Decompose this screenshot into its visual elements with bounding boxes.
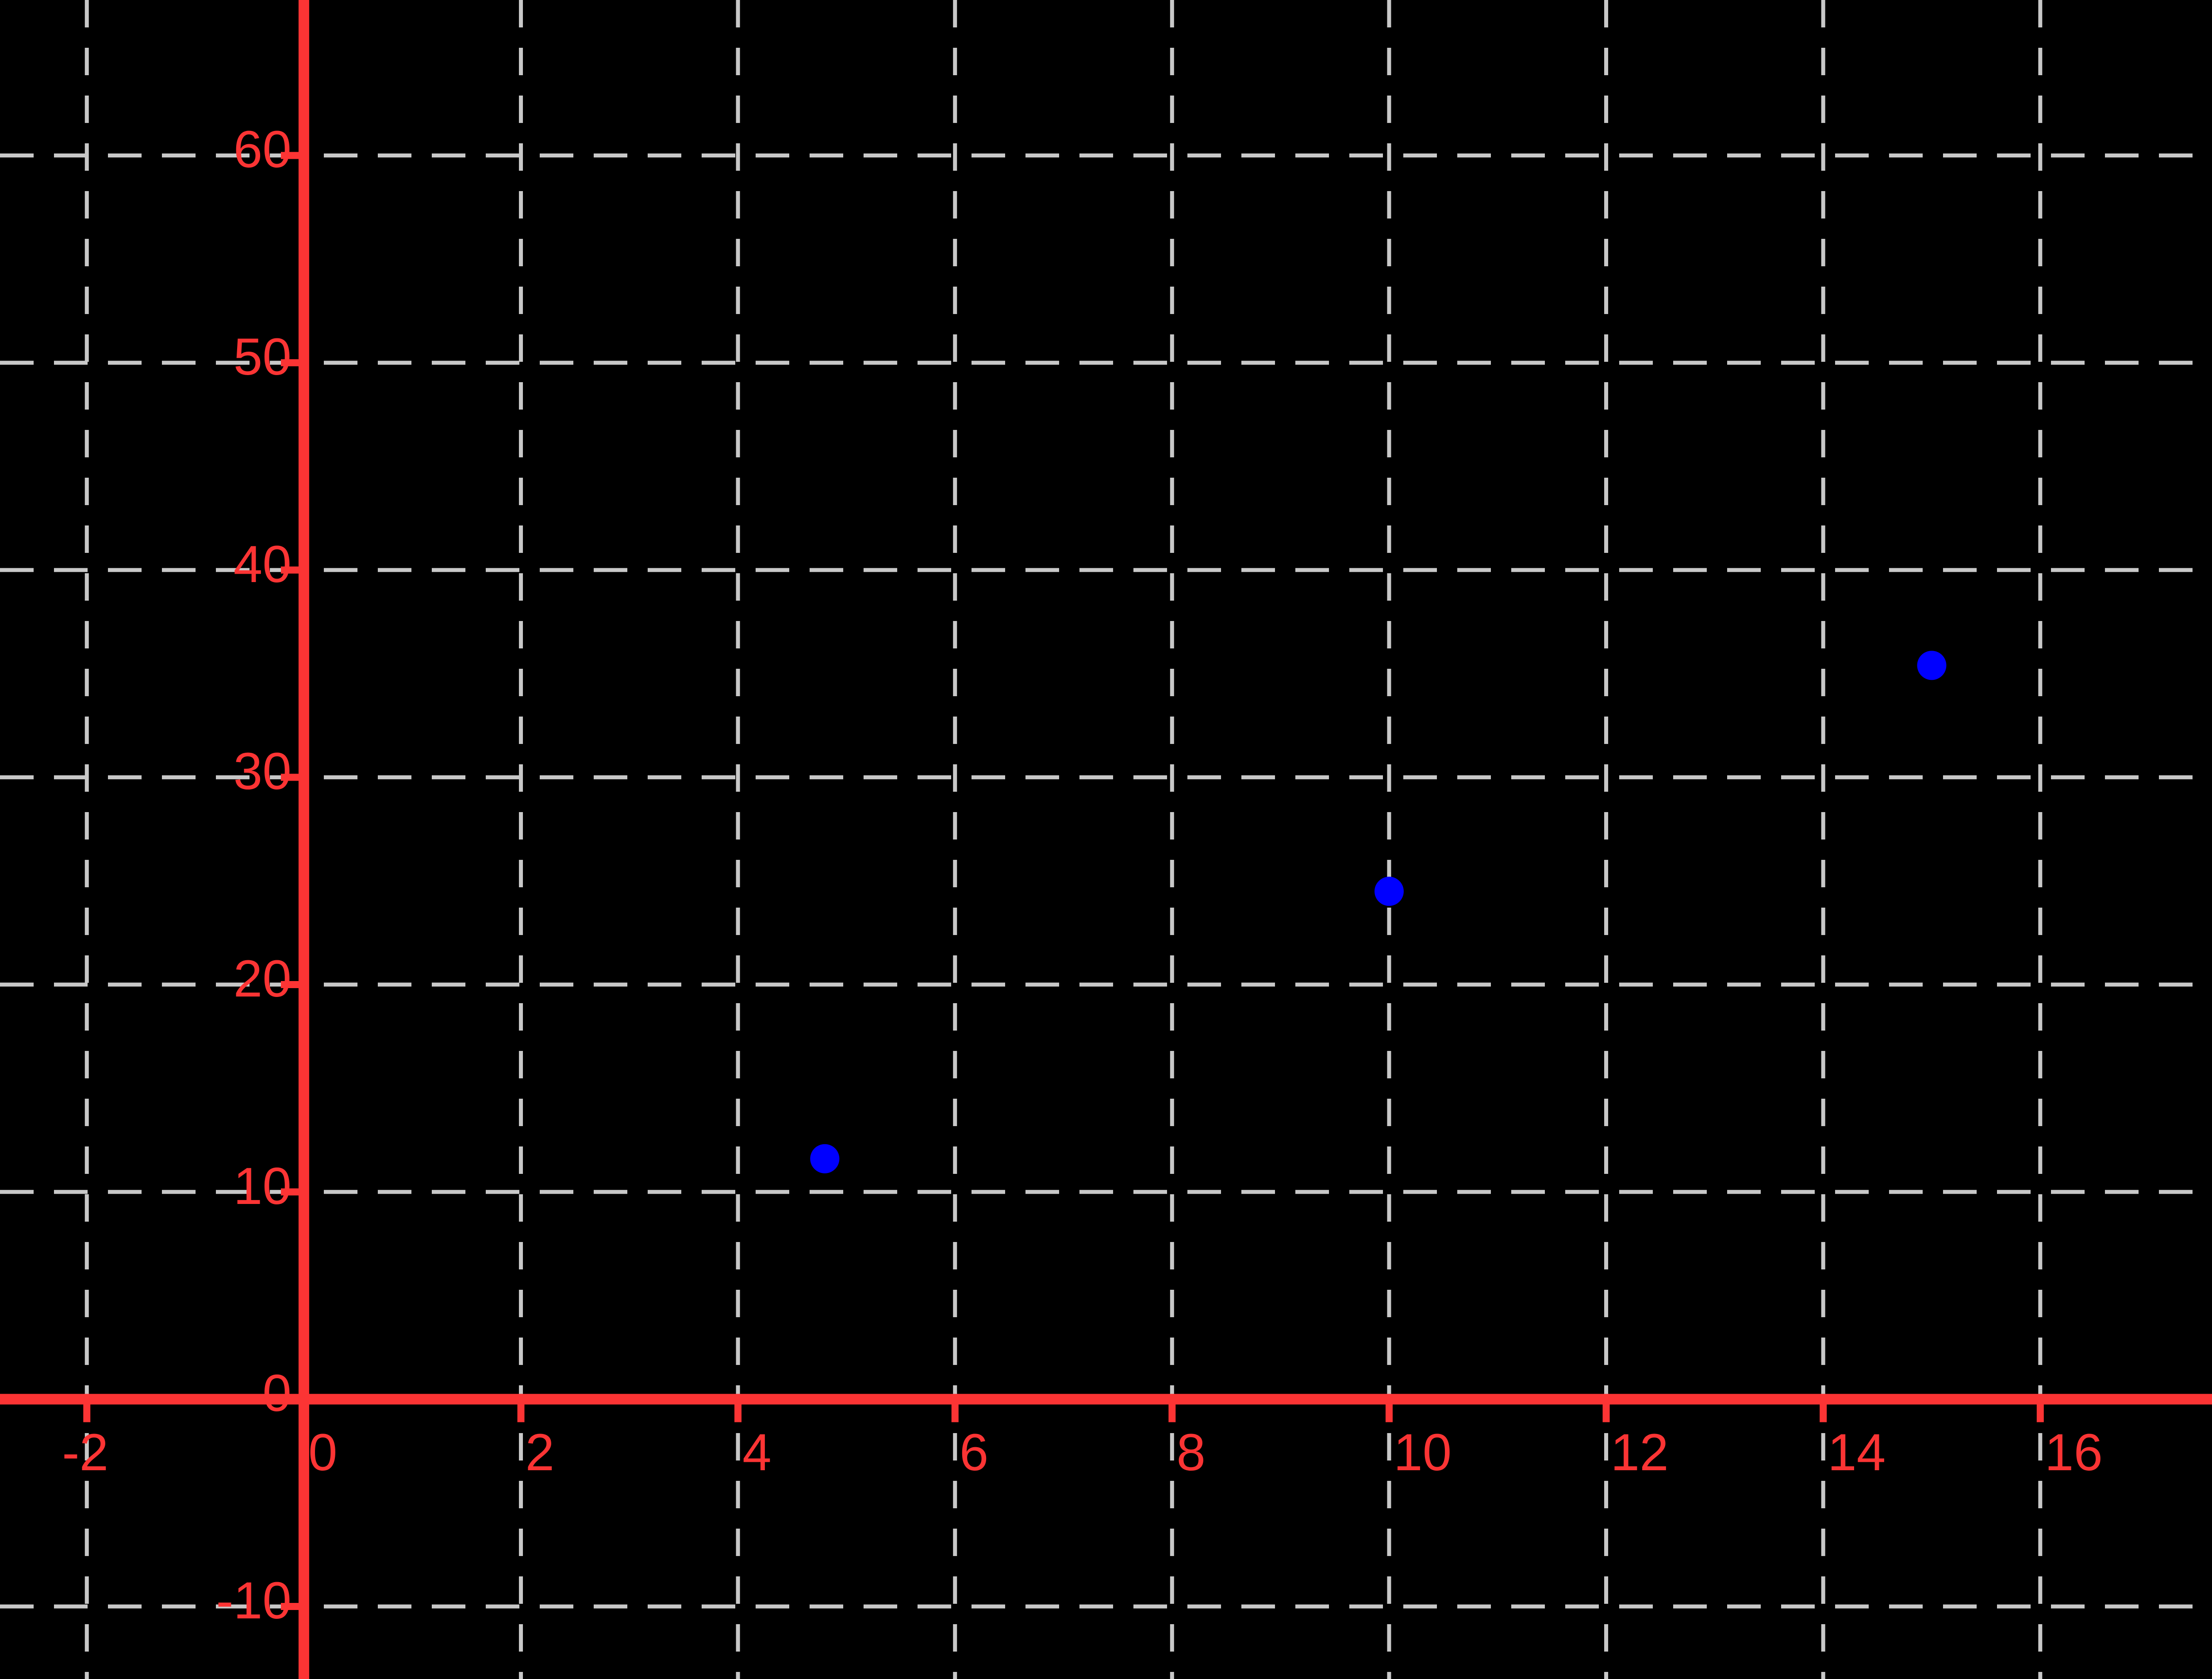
y-tick-label: -10 — [216, 1571, 292, 1630]
x-tick-label: 14 — [1828, 1423, 1886, 1482]
x-tick-label: 12 — [1610, 1423, 1669, 1482]
axis-ticks — [83, 152, 2044, 1610]
y-tick-label: 50 — [233, 328, 292, 387]
x-tick-label: 16 — [2044, 1423, 2103, 1482]
y-tick-label: 20 — [233, 950, 292, 1008]
horizontal-gridlines — [0, 153, 2212, 1609]
x-tick-label: 6 — [959, 1423, 989, 1482]
x-tick-label: 10 — [1393, 1423, 1452, 1482]
y-tick-label: 40 — [233, 535, 292, 594]
x-tick-label: -2 — [62, 1423, 109, 1482]
x-tick-label: 4 — [742, 1423, 772, 1482]
data-point — [810, 1144, 840, 1173]
vertical-gridlines — [84, 0, 2043, 1679]
data-point-series — [810, 651, 1947, 1173]
x-tick-label: 8 — [1176, 1423, 1206, 1482]
y-tick-label: 0 — [262, 1364, 292, 1423]
data-point — [1374, 877, 1404, 906]
data-point — [1917, 651, 1947, 680]
y-tick-label: 10 — [233, 1157, 292, 1215]
x-tick-label: 0 — [308, 1423, 338, 1482]
x-tick-label: 2 — [525, 1423, 555, 1482]
y-tick-label: 60 — [233, 120, 292, 179]
y-tick-label: 30 — [233, 742, 292, 801]
